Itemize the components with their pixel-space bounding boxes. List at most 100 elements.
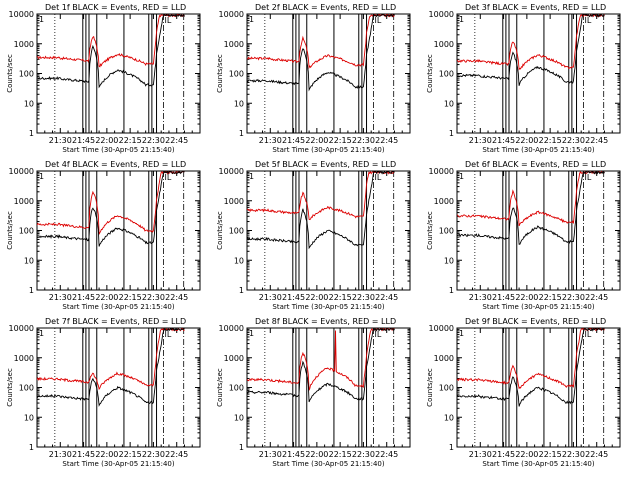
x-tick-label: 21:45 xyxy=(282,450,305,459)
corner-mark: 1 xyxy=(459,15,464,24)
x-axis-label: Start Time (30-Apr-05 21:15:40) xyxy=(272,146,384,154)
x-axis-label: Start Time (30-Apr-05 21:15:40) xyxy=(482,460,594,468)
x-tick-label: 22:30 xyxy=(352,450,375,459)
events-series-line xyxy=(247,14,395,92)
y-tick-label: 10 xyxy=(24,99,34,108)
plot-frame xyxy=(456,13,621,134)
x-tick-label: 21:30 xyxy=(49,136,72,145)
y-axis-label: Counts/sec xyxy=(6,54,14,93)
x-axis-label: Start Time (30-Apr-05 21:15:40) xyxy=(272,303,384,311)
x-tick-label: 21:30 xyxy=(259,450,282,459)
x-axis-label: Start Time (30-Apr-05 21:15:40) xyxy=(62,146,174,154)
events-series-line xyxy=(247,328,395,403)
x-tick-label: 22:00 xyxy=(515,136,538,145)
plot-frame xyxy=(36,13,201,134)
lld-series-line xyxy=(457,328,605,390)
y-tick-label: 1 xyxy=(449,286,454,295)
y-axis-label: Counts/sec xyxy=(426,54,434,93)
x-tick-label: 22:15 xyxy=(539,293,562,302)
y-tick-label: 1000 xyxy=(434,40,454,49)
y-tick-label: 1 xyxy=(239,286,244,295)
panel-title: Det 6f BLACK = Events, RED = LLD xyxy=(465,160,606,169)
y-tick-label: 10000 xyxy=(219,10,244,19)
panel-title: Det 2f BLACK = Events, RED = LLD xyxy=(255,3,396,12)
x-tick-label: 21:30 xyxy=(469,136,492,145)
y-tick-label: 1000 xyxy=(434,354,454,363)
y-tick-label: 10 xyxy=(444,256,454,265)
x-tick-label: 22:45 xyxy=(585,450,608,459)
x-tick-label: 22:45 xyxy=(165,136,188,145)
x-axis-label: Start Time (30-Apr-05 21:15:40) xyxy=(482,303,594,311)
panel-title: Det 7f BLACK = Events, RED = LLD xyxy=(45,317,186,326)
lld-series-line xyxy=(247,328,395,391)
y-tick-label: 100 xyxy=(229,70,244,79)
x-tick-label: 22:45 xyxy=(375,136,398,145)
x-tick-label: 21:30 xyxy=(49,450,72,459)
x-tick-label: 21:45 xyxy=(72,293,95,302)
y-tick-label: 1 xyxy=(449,129,454,138)
x-axis-label: Start Time (30-Apr-05 21:15:40) xyxy=(272,460,384,468)
x-tick-label: 22:30 xyxy=(142,450,165,459)
x-tick-label: 22:00 xyxy=(95,450,118,459)
y-tick-label: 10000 xyxy=(219,167,244,176)
interval-marker: IL xyxy=(585,16,592,25)
y-tick-label: 1 xyxy=(449,443,454,452)
x-axis-label: Start Time (30-Apr-05 21:15:40) xyxy=(62,460,174,468)
interval-marker: IL xyxy=(585,330,592,339)
x-tick-label: 21:45 xyxy=(282,293,305,302)
y-tick-label: 1 xyxy=(239,443,244,452)
y-tick-label: 100 xyxy=(19,70,34,79)
corner-mark: 1 xyxy=(39,329,44,338)
x-tick-label: 22:45 xyxy=(585,293,608,302)
panel-title: Det 5f BLACK = Events, RED = LLD xyxy=(255,160,396,169)
lld-series-line xyxy=(247,171,395,221)
x-tick-label: 22:15 xyxy=(329,136,352,145)
y-tick-label: 1000 xyxy=(14,197,34,206)
y-tick-label: 100 xyxy=(439,227,454,236)
y-tick-label: 1000 xyxy=(434,197,454,206)
x-tick-label: 21:30 xyxy=(469,450,492,459)
y-tick-label: 10 xyxy=(444,413,454,422)
y-tick-label: 10000 xyxy=(429,324,454,333)
events-series-line xyxy=(457,171,605,245)
x-tick-label: 22:30 xyxy=(142,136,165,145)
interval-marker: IL xyxy=(375,16,382,25)
y-tick-label: 1 xyxy=(239,129,244,138)
y-tick-label: 100 xyxy=(439,70,454,79)
corner-mark: 1 xyxy=(249,172,254,181)
y-tick-label: 1 xyxy=(29,286,34,295)
x-tick-label: 21:30 xyxy=(469,293,492,302)
lld-series-line xyxy=(37,14,185,68)
interval-marker: IL xyxy=(165,330,172,339)
x-tick-label: 22:15 xyxy=(539,450,562,459)
y-tick-label: 1 xyxy=(29,443,34,452)
x-tick-label: 22:00 xyxy=(305,136,328,145)
y-tick-label: 100 xyxy=(439,384,454,393)
x-tick-label: 22:15 xyxy=(119,450,142,459)
panel-title: Det 9f BLACK = Events, RED = LLD xyxy=(465,317,606,326)
lld-series-line xyxy=(37,171,185,236)
corner-mark: 1 xyxy=(459,172,464,181)
plot-frame xyxy=(456,170,621,291)
x-tick-label: 21:30 xyxy=(49,293,72,302)
x-tick-label: 21:45 xyxy=(72,450,95,459)
x-tick-label: 22:30 xyxy=(142,293,165,302)
x-tick-label: 21:30 xyxy=(259,293,282,302)
y-axis-label: Counts/sec xyxy=(426,211,434,250)
y-axis-label: Counts/sec xyxy=(6,368,14,407)
plot-frame xyxy=(246,13,411,134)
y-tick-label: 10 xyxy=(234,99,244,108)
x-tick-label: 22:30 xyxy=(562,293,585,302)
x-tick-label: 22:00 xyxy=(515,293,538,302)
y-tick-label: 1000 xyxy=(224,40,244,49)
x-tick-label: 22:45 xyxy=(375,293,398,302)
panel-title: Det 1f BLACK = Events, RED = LLD xyxy=(45,3,186,12)
y-tick-label: 100 xyxy=(19,227,34,236)
x-tick-label: 22:00 xyxy=(95,293,118,302)
y-tick-label: 100 xyxy=(19,384,34,393)
y-axis-label: Counts/sec xyxy=(6,211,14,250)
